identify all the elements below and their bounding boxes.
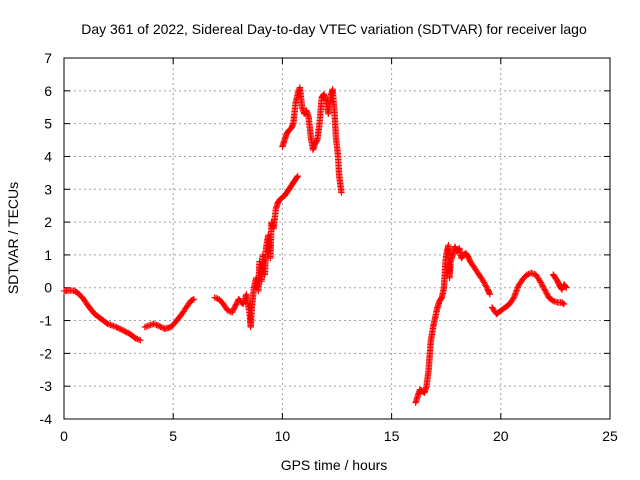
plot-area-border <box>63 57 611 420</box>
y-tick-label: 0 <box>44 280 52 296</box>
x-tick-label: 0 <box>60 428 68 444</box>
y-tick-label: 3 <box>44 181 52 197</box>
data-point-markers <box>60 84 570 406</box>
x-tick-label: 10 <box>275 428 291 444</box>
y-tick-label: 2 <box>44 214 52 230</box>
y-tick-label: 6 <box>44 83 52 99</box>
x-tick-label: 15 <box>384 428 400 444</box>
y-tick-label: 7 <box>44 50 52 66</box>
y-tick-label: -1 <box>40 313 53 329</box>
chart-gridlines <box>64 58 610 419</box>
chart-title: Day 361 of 2022, Sidereal Day-to-day VTE… <box>81 21 587 37</box>
y-tick-label: 1 <box>44 247 52 263</box>
y-tick-label: -4 <box>40 411 53 427</box>
x-tick-label: 5 <box>169 428 177 444</box>
y-tick-label: -2 <box>40 345 53 361</box>
x-axis-label: GPS time / hours <box>281 457 388 473</box>
y-tick-label: -3 <box>40 378 53 394</box>
axis-ticks <box>63 57 611 420</box>
y-axis-label: SDTVAR / TECUs <box>5 182 21 294</box>
y-tick-labels: -4 -3 -2 -1 0 1 2 3 4 5 6 7 <box>40 50 53 427</box>
y-tick-label: 4 <box>44 148 52 164</box>
data-series-sdtvar <box>60 84 570 406</box>
x-tick-label: 25 <box>602 428 618 444</box>
y-tick-label: 5 <box>44 116 52 132</box>
x-tick-labels: 0 5 10 15 20 25 <box>60 428 618 444</box>
x-tick-label: 20 <box>493 428 509 444</box>
